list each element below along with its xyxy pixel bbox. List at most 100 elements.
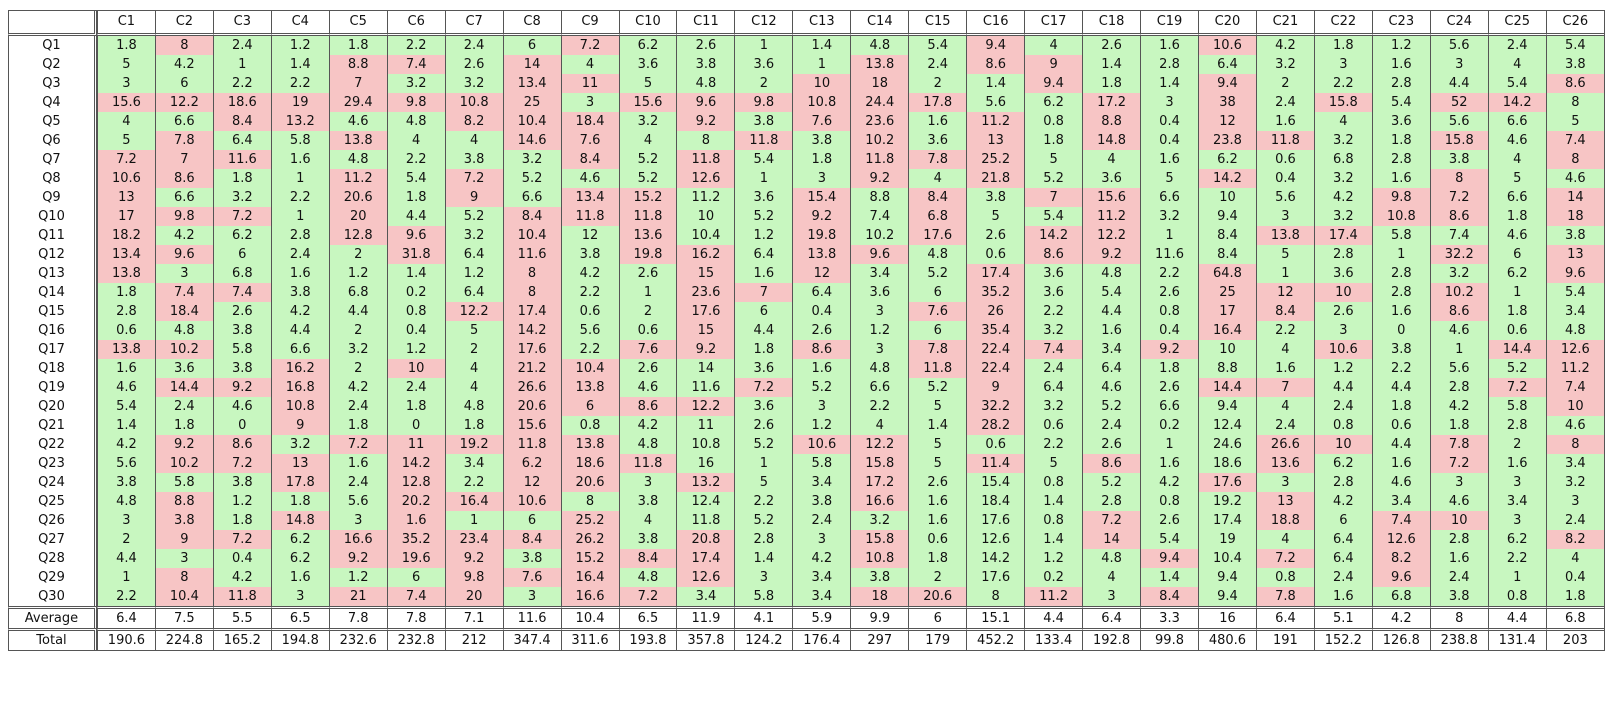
table-cell: 3.2 xyxy=(1024,321,1083,340)
table-cell: 11.8 xyxy=(850,150,909,169)
table-cell: 4.2 xyxy=(154,55,213,74)
table-cell: 13.8 xyxy=(792,245,851,264)
table-cell: 4.8 xyxy=(1082,549,1141,568)
table-cell: 2.6 xyxy=(966,226,1025,245)
table-cell: 8.4 xyxy=(1197,245,1256,264)
table-cell: 2.2 xyxy=(1255,321,1314,340)
table-cell: 20.2 xyxy=(386,492,445,511)
table-cell: 2.6 xyxy=(1082,435,1141,454)
table-cell: 3.2 xyxy=(1313,131,1372,150)
table-cell: 5.8 xyxy=(154,473,213,492)
table-cell: 1.6 xyxy=(1140,454,1198,473)
table-cell: 2 xyxy=(96,530,155,549)
table-cell: 6.6 xyxy=(154,112,213,131)
table-cell: 1.8 xyxy=(792,150,851,169)
table-cell: 15.2 xyxy=(618,188,677,207)
table-cell: 14.4 xyxy=(1487,340,1546,359)
table-cell: 14.8 xyxy=(1082,131,1141,150)
table-cell: 4.4 xyxy=(386,207,445,226)
table-cell: 3.6 xyxy=(1371,112,1430,131)
table-cell: 11.6 xyxy=(212,150,271,169)
column-header: C1 xyxy=(96,11,155,36)
table-cell: 1.8 xyxy=(1313,36,1372,55)
table-cell: 2.2 xyxy=(270,188,329,207)
table-cell: 14.2 xyxy=(386,454,445,473)
table-cell: 8 xyxy=(1545,93,1604,112)
table-cell: 1 xyxy=(1429,340,1488,359)
table-cell: 8 xyxy=(502,283,561,302)
table-cell: 10 xyxy=(1313,435,1372,454)
table-cell: 2.6 xyxy=(1140,283,1198,302)
table-cell: 3.8 xyxy=(96,473,155,492)
table-cell: 3.2 xyxy=(444,74,503,93)
table-cell: 6.4 xyxy=(734,245,793,264)
table-cell: 4.2 xyxy=(618,416,677,435)
table-cell: 11.8 xyxy=(908,359,967,378)
table-cell: 23.6 xyxy=(676,283,735,302)
table-cell: 6.4 xyxy=(444,283,503,302)
table-cell: 1.8 xyxy=(96,36,155,55)
table-cell: 7 xyxy=(328,74,387,93)
table-cell: 6.4 xyxy=(444,245,503,264)
table-row: Q3 3 6 2.2 2.2 7 3.2 3.2 13.4 11 5 4.8 2 10 18 2 1.4 9.4 1… xyxy=(8,74,1604,93)
table-cell: 0.4 xyxy=(1255,169,1314,188)
table-cell: 6.2 xyxy=(1487,264,1546,283)
table-cell: 18 xyxy=(850,587,909,606)
table-cell: 2.8 xyxy=(1371,150,1430,169)
table-cell: 3.8 xyxy=(792,131,851,150)
table-cell: 9.2 xyxy=(1082,245,1141,264)
table-cell: 2 xyxy=(908,74,967,93)
table-cell: 18.4 xyxy=(560,112,619,131)
table-cell: 29.4 xyxy=(328,93,387,112)
table-cell: 2.4 xyxy=(908,55,967,74)
row-label: Q1 xyxy=(8,36,97,55)
table-cell: 9.6 xyxy=(850,245,909,264)
table-cell: 1.8 xyxy=(908,549,967,568)
table-cell: 8.2 xyxy=(444,112,503,131)
summary-cell: 4.4 xyxy=(1487,606,1546,628)
table-cell: 17.4 xyxy=(1197,511,1256,530)
table-cell: 2.4 xyxy=(1313,397,1372,416)
table-cell: 6 xyxy=(908,321,967,340)
table-row: Q6 5 7.8 6.4 5.8 13.8 4 4 14.6 7.6 4 8 11.8 3.8 10.2 3.… xyxy=(8,131,1604,150)
table-cell: 1.6 xyxy=(908,492,967,511)
table-cell: 32.2 xyxy=(966,397,1025,416)
row-label: Q29 xyxy=(8,568,97,587)
table-cell: 8.6 xyxy=(1024,245,1083,264)
table-cell: 10.2 xyxy=(850,226,909,245)
table-cell: 12.4 xyxy=(1197,416,1256,435)
table-cell: 1.2 xyxy=(270,36,329,55)
table-cell: 3 xyxy=(1082,587,1141,606)
table-cell: 3 xyxy=(270,587,329,606)
table-cell: 10 xyxy=(1545,397,1604,416)
table-cell: 4.4 xyxy=(1429,74,1488,93)
table-cell: 1.4 xyxy=(966,74,1025,93)
table-cell: 17.6 xyxy=(966,568,1025,587)
table-cell: 13.8 xyxy=(328,131,387,150)
summary-cell: 6.5 xyxy=(618,606,677,628)
table-cell: 6.8 xyxy=(328,283,387,302)
summary-cell: 6.8 xyxy=(1545,606,1604,628)
table-cell: 1.6 xyxy=(386,511,445,530)
results-table: C1 C2 C3 C4 C5 C6 C7 C8 C9 C10 C11 C12 C13 C14 C15 C16 C… xyxy=(8,10,1605,651)
table-cell: 3.6 xyxy=(1313,264,1372,283)
table-cell: 8 xyxy=(966,587,1025,606)
summary-cell: 6 xyxy=(908,606,967,628)
table-cell: 11.2 xyxy=(1545,359,1604,378)
table-cell: 2 xyxy=(618,302,677,321)
table-cell: 2 xyxy=(444,340,503,359)
table-cell: 9 xyxy=(966,378,1025,397)
table-cell: 3.2 xyxy=(1545,473,1604,492)
table-cell: 14 xyxy=(502,55,561,74)
table-cell: 2.6 xyxy=(676,36,735,55)
table-cell: 6.8 xyxy=(908,207,967,226)
table-cell: 16.4 xyxy=(1197,321,1256,340)
table-cell: 3.8 xyxy=(560,245,619,264)
table-cell: 9.4 xyxy=(1197,587,1256,606)
table-cell: 5 xyxy=(908,397,967,416)
table-cell: 5.8 xyxy=(1371,226,1430,245)
row-label: Q27 xyxy=(8,530,97,549)
row-label: Q10 xyxy=(8,207,97,226)
table-cell: 1.6 xyxy=(1255,359,1314,378)
row-label: Q26 xyxy=(8,511,97,530)
